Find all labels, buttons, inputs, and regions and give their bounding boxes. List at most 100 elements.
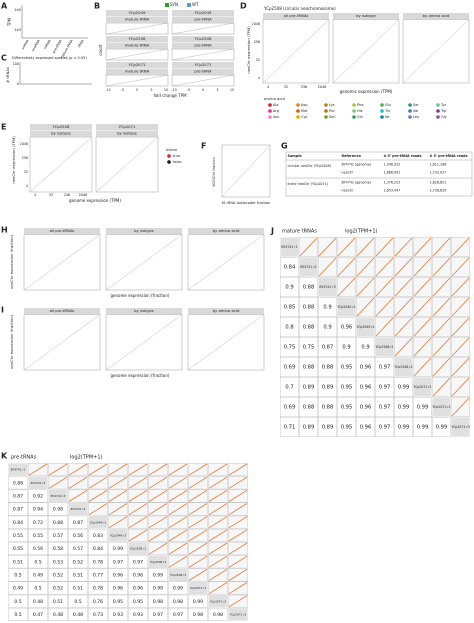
facet-title: YCp2071 [119,124,136,129]
trend-line [432,377,451,397]
legend-label: Ile [385,115,389,119]
correlation-value: 0.84 [13,520,23,526]
legend-label: Leu [413,115,419,119]
tick-label: -5 [187,88,190,92]
correlation-value: 0.96 [133,572,143,578]
correlation-value: 0.5 [74,599,81,605]
trend-line [394,317,413,337]
tick-label: 5 [150,88,152,92]
trend-line [413,337,432,357]
trend-line [394,337,413,357]
corr-cell [394,397,413,417]
trend-line [228,555,248,568]
correlation-value: 0.95 [341,405,353,411]
legend-label: Ala [273,103,279,107]
trend-line [108,503,128,516]
tick-label: 4 [26,184,28,188]
trend-line [413,297,432,317]
legend-swatch [268,103,272,107]
corr-cell [48,568,68,582]
correlation-value: 0.99 [193,599,203,605]
trend-line [88,476,108,489]
trend-line [188,555,208,568]
correlation-value: 0.5 [14,572,21,578]
facet-strip [106,228,182,234]
corr-cell [68,528,88,542]
legend-swatch [352,109,356,113]
corr-cell [48,581,68,595]
diagonal-cell [8,463,28,476]
tick-label: 0 [136,88,138,92]
trend-line [168,516,188,529]
trend-line [432,337,451,357]
correlation-value: 0.99 [417,405,429,411]
legend-swatch [408,109,412,113]
correlation-value: 0.92 [33,493,43,499]
trend-line [168,463,188,476]
correlation-value: 0.96 [360,365,372,371]
diagonal-cell [228,608,248,621]
table-cell: 1,626,621 [430,181,447,185]
trend-line [88,463,108,476]
tick-label: 2048 [252,22,260,26]
trend-line [168,503,188,516]
corr-cell [88,542,108,556]
correlation-value: 0.5 [14,599,21,605]
legend-label: WT [192,2,199,7]
corr-cell [413,417,432,437]
corr-cell [299,337,318,357]
legend-label: Cys [301,115,308,119]
corr-cell [280,257,299,277]
corr-cell [128,568,148,582]
correlation-value: 0.55 [13,533,23,539]
correlation-value: 0.9 [323,325,331,331]
correlation-value: 0.57 [53,533,63,539]
panel-label: I [1,306,4,315]
corr-cell [88,594,108,608]
trend-line [356,297,375,317]
sample-label: YCp2049 r1 [90,520,107,524]
trend-line [88,503,108,516]
correlation-value: 0.89 [322,425,334,431]
corr-cell [356,417,375,437]
facet-strip [30,124,92,130]
correlation-value: 0.88 [303,305,315,311]
legend-swatch [296,103,300,107]
trend-line [188,503,208,516]
trend-line [228,516,248,529]
corr-cell [375,377,394,397]
table-cell: linear neoChr (YCp2071) [288,182,329,186]
correlation-value: 0.97 [113,559,123,565]
corr-cell [337,397,356,417]
corr-cell [280,277,299,297]
trend-line [88,489,108,502]
correlation-value: 0.87 [73,520,83,526]
corr-cell [337,337,356,357]
correlation-value: 0.52 [53,572,63,578]
legend-label: Pro [329,109,335,113]
trend-line [432,237,451,257]
tick-label: 10 [230,88,234,92]
trend-line [432,317,451,337]
facet-title: by isotype [134,308,154,313]
panel-label: A [1,2,8,11]
correlation-value: 0.88 [303,325,315,331]
tick-label: 256 [64,193,70,197]
correlation-value: 0.88 [303,365,315,371]
trend-line [356,237,375,257]
axis-label: neoChr expression (fraction) [9,314,14,369]
corr-cell [8,528,28,542]
diagonal-cell [28,476,48,490]
correlation-value: 0.94 [33,507,43,513]
correlation-value: 0.72 [33,520,43,526]
corr-cell [356,377,375,397]
trend-line [188,529,208,542]
trend-line [168,476,188,489]
corr-cell [48,542,68,556]
legend-swatch [352,115,356,119]
correlation-value: 0.47 [33,612,43,618]
trend-line [228,489,248,502]
legend-label: true [173,154,181,158]
correlation-value: 0.9 [323,305,331,311]
